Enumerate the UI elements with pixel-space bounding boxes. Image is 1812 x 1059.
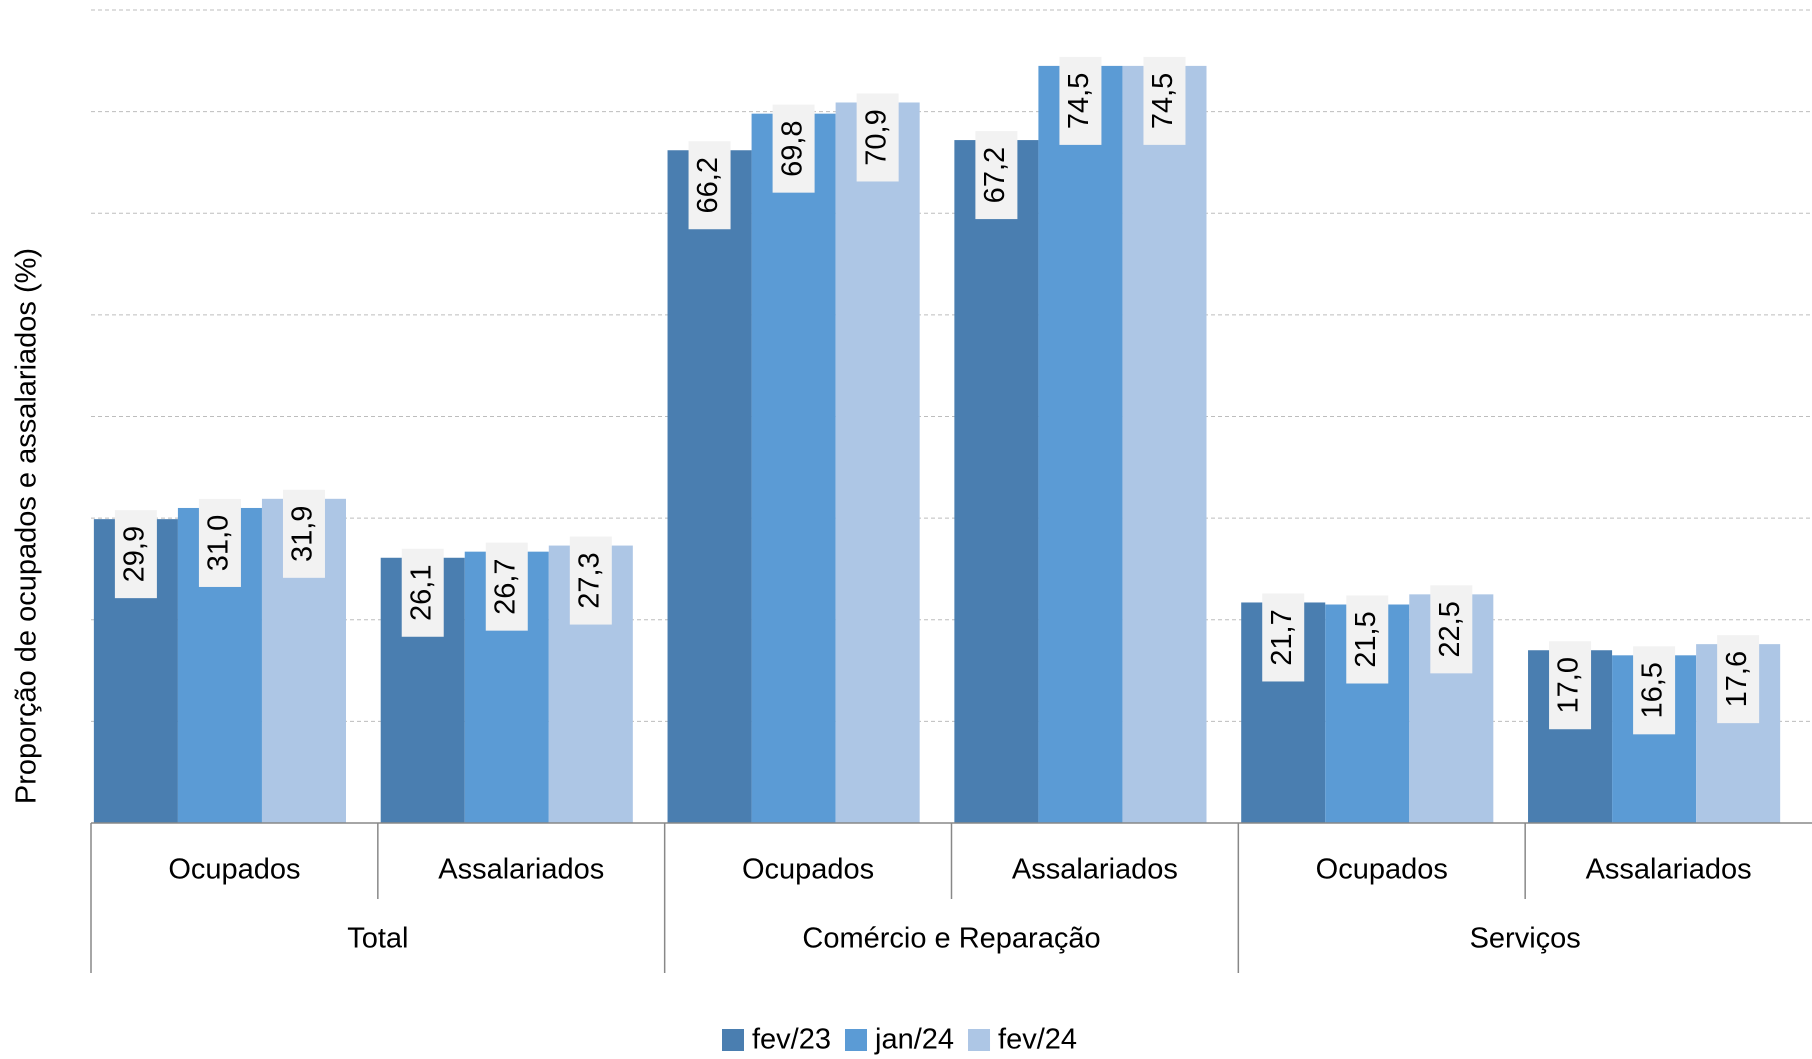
bar bbox=[751, 113, 836, 824]
x-tick-label: Assalariados bbox=[1586, 854, 1752, 886]
x-tick-label: Ocupados bbox=[1316, 854, 1448, 886]
value-label-bg bbox=[1549, 641, 1592, 730]
legend-label: fev/23 bbox=[752, 1024, 831, 1056]
y-axis-label: Proporção de ocupados e assalariados (%) bbox=[11, 248, 43, 804]
value-label-bg bbox=[114, 510, 157, 599]
value-label: 74,5 bbox=[1063, 73, 1095, 129]
value-label: 31,0 bbox=[203, 515, 235, 571]
value-label-bg bbox=[198, 498, 241, 587]
value-label: 74,5 bbox=[1147, 73, 1179, 129]
legend-swatch bbox=[722, 1029, 744, 1051]
value-label: 27,3 bbox=[573, 552, 605, 608]
value-label: 70,9 bbox=[860, 109, 892, 165]
x-tick-label: Ocupados bbox=[742, 854, 874, 886]
value-label-bg bbox=[975, 131, 1018, 220]
x-tick-label: Assalariados bbox=[438, 854, 604, 886]
value-label-bg bbox=[1262, 593, 1305, 682]
group-label: Comércio e Reparação bbox=[802, 923, 1100, 955]
value-label-bg bbox=[1633, 646, 1676, 735]
x-tick-label: Ocupados bbox=[168, 854, 300, 886]
legend-label: fev/24 bbox=[998, 1024, 1077, 1056]
value-label-bg bbox=[688, 141, 731, 230]
value-label-bg bbox=[1143, 56, 1186, 145]
value-label: 21,7 bbox=[1266, 609, 1298, 665]
value-label-bg bbox=[1059, 56, 1102, 145]
value-label: 16,5 bbox=[1637, 662, 1669, 718]
value-label-bg bbox=[282, 489, 325, 578]
value-label-bg bbox=[772, 104, 815, 193]
value-label: 67,2 bbox=[979, 147, 1011, 203]
group-label: Serviços bbox=[1470, 923, 1581, 955]
legend-swatch bbox=[968, 1029, 991, 1051]
value-label-bg bbox=[1717, 635, 1760, 724]
value-label-bg bbox=[1346, 595, 1389, 684]
value-label: 17,6 bbox=[1721, 651, 1753, 707]
value-label: 22,5 bbox=[1434, 601, 1466, 657]
value-label-bg bbox=[569, 536, 612, 625]
group-label: Total bbox=[347, 923, 408, 955]
bar bbox=[1038, 65, 1123, 824]
bar bbox=[954, 140, 1039, 823]
legend-label: jan/24 bbox=[874, 1024, 954, 1056]
x-tick-label: Assalariados bbox=[1012, 854, 1178, 886]
legend: fev/23 jan/24 fev/24 bbox=[722, 1024, 1077, 1056]
value-label: 31,9 bbox=[287, 506, 319, 562]
value-label: 21,5 bbox=[1350, 611, 1382, 667]
value-label-bg bbox=[1430, 585, 1473, 674]
bar bbox=[667, 150, 752, 823]
value-label-bg bbox=[856, 93, 899, 182]
value-label-bg bbox=[401, 548, 444, 637]
bar bbox=[1122, 65, 1207, 824]
value-label: 29,9 bbox=[119, 526, 151, 582]
value-label: 26,1 bbox=[405, 565, 437, 621]
legend-swatch bbox=[845, 1029, 867, 1051]
bar bbox=[835, 102, 920, 823]
value-label-bg bbox=[485, 542, 528, 631]
value-label: 26,7 bbox=[489, 558, 521, 614]
value-label: 17,0 bbox=[1553, 657, 1585, 713]
value-label: 66,2 bbox=[692, 157, 724, 213]
value-label: 69,8 bbox=[776, 120, 808, 176]
